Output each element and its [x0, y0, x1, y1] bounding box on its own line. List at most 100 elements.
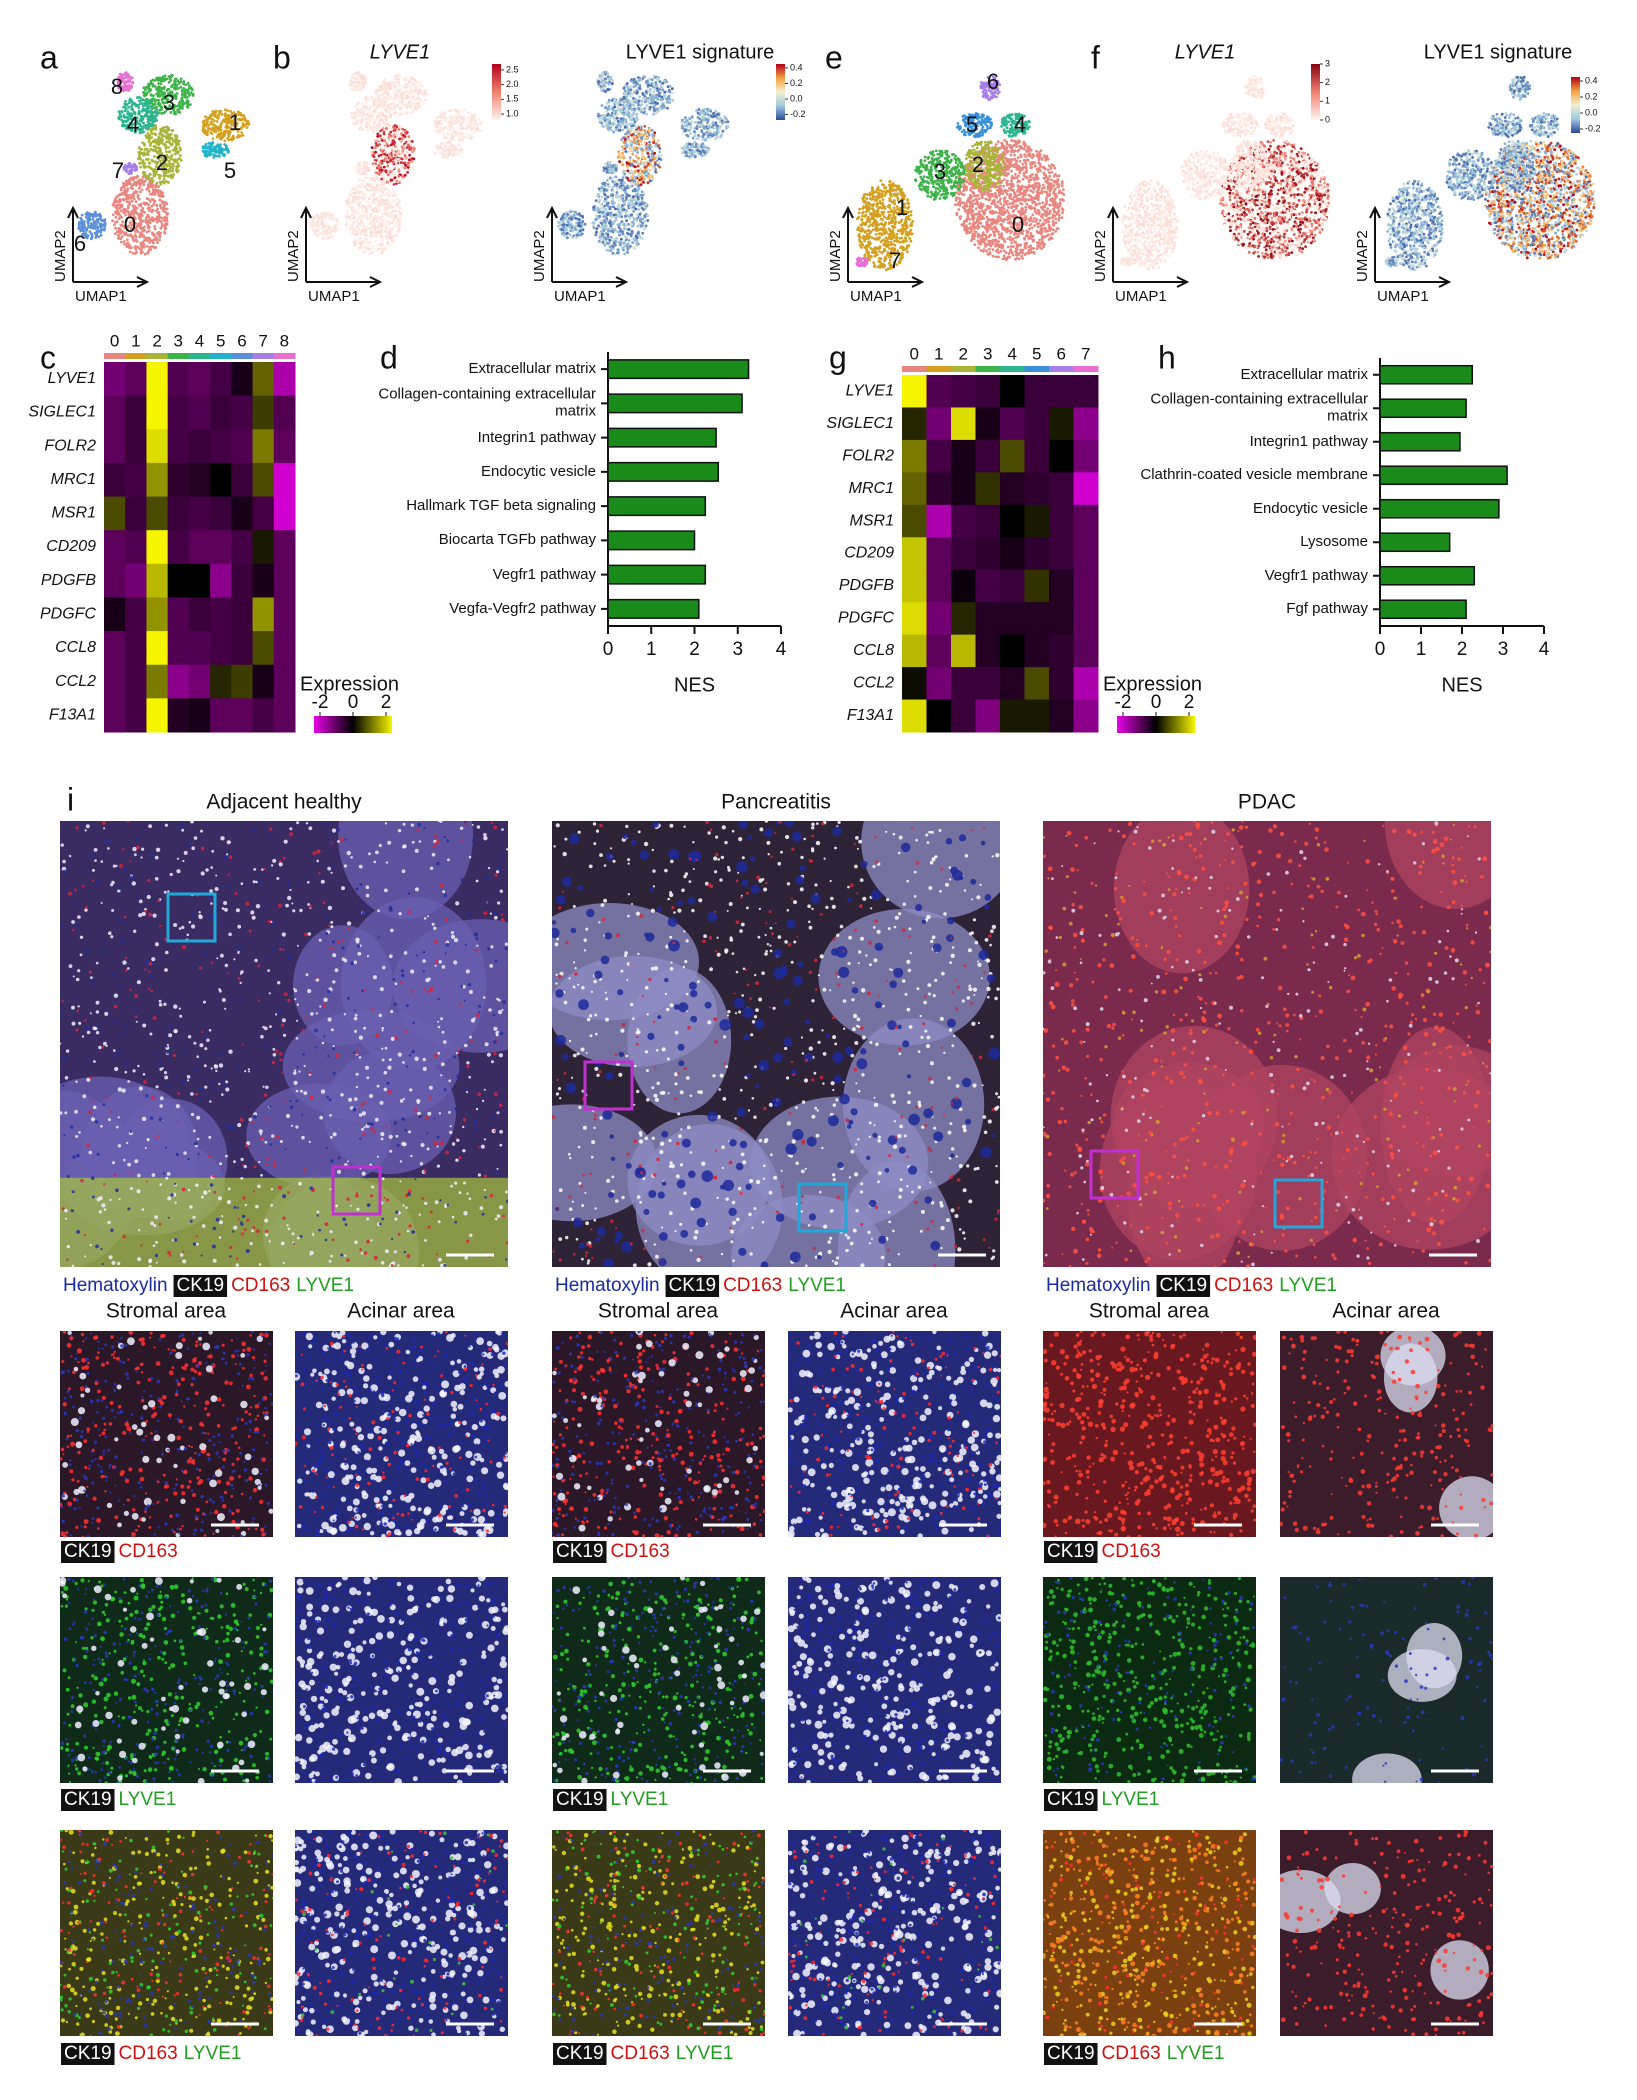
cell-dot	[1028, 218, 1031, 221]
cell-dot	[1062, 188, 1065, 191]
cell-dot	[977, 240, 980, 243]
cell-dot	[992, 157, 995, 160]
cell-dot	[1036, 182, 1039, 185]
cell-dot	[959, 177, 962, 180]
cell-dot	[994, 146, 997, 149]
cell-dot	[114, 221, 117, 224]
cell-dot	[884, 228, 887, 231]
cell-dot	[81, 214, 84, 217]
cell-dot	[1025, 203, 1028, 206]
cell-dot	[129, 183, 132, 186]
cell-dot	[1034, 161, 1037, 164]
cell-dot	[124, 103, 127, 106]
cell-dot	[1017, 139, 1020, 142]
cell-dot	[1021, 166, 1024, 169]
cell-dot	[1039, 169, 1042, 172]
cell-dot	[224, 117, 227, 120]
cell-dot	[216, 136, 219, 139]
cell-dot	[871, 224, 874, 227]
cell-dot	[1049, 187, 1052, 190]
cell-dot	[988, 248, 991, 251]
cell-dot	[1057, 211, 1060, 214]
cell-dot	[1021, 186, 1024, 189]
cell-dot	[152, 111, 155, 114]
cell-dot	[1011, 183, 1014, 186]
cell-dot	[972, 203, 975, 206]
cell-dot	[103, 229, 106, 232]
cell-dot	[877, 202, 880, 205]
cell-dot	[154, 193, 157, 196]
cell-dot	[977, 216, 980, 219]
cluster-label: 2	[156, 150, 168, 175]
cell-dot	[1041, 157, 1044, 160]
cell-dot	[859, 230, 862, 233]
cell-dot	[175, 160, 178, 163]
cell-dot	[97, 229, 100, 232]
cell-dot	[1012, 189, 1015, 192]
cell-dot	[215, 151, 218, 154]
cell-dot	[920, 159, 923, 162]
cell-dot	[1013, 154, 1016, 157]
cell-dot	[963, 225, 966, 228]
cell-dot	[139, 219, 142, 222]
cell-dot	[878, 245, 881, 248]
cell-dot	[1041, 201, 1044, 204]
cell-dot	[864, 214, 867, 217]
cell-dot	[212, 137, 215, 140]
cell-dot	[189, 103, 192, 106]
cell-dot	[226, 137, 229, 140]
cell-dot	[973, 181, 976, 184]
cell-dot	[1043, 206, 1046, 209]
cell-dot	[910, 240, 913, 243]
cell-dot	[144, 124, 147, 127]
cell-dot	[170, 157, 173, 160]
cell-dot	[142, 86, 145, 89]
cell-dot	[133, 183, 136, 186]
cell-dot	[1029, 195, 1032, 198]
cell-dot	[244, 124, 247, 127]
cell-dot	[1001, 143, 1004, 146]
cell-dot	[1009, 165, 1012, 168]
cell-dot	[1033, 224, 1036, 227]
cell-dot	[873, 265, 876, 268]
cell-dot	[141, 188, 144, 191]
cell-dot	[1003, 200, 1006, 203]
cell-dot	[157, 82, 160, 85]
cell-dot	[927, 191, 930, 194]
cell-dot	[150, 94, 153, 97]
cell-dot	[1037, 161, 1040, 164]
cell-dot	[1031, 173, 1034, 176]
cell-dot	[977, 179, 980, 182]
cell-dot	[996, 219, 999, 222]
cell-dot	[89, 230, 92, 233]
cell-dot	[889, 190, 892, 193]
cell-dot	[1038, 245, 1041, 248]
cell-dot	[940, 194, 943, 197]
cell-dot	[209, 153, 212, 156]
cell-dot	[999, 202, 1002, 205]
cell-dot	[939, 185, 942, 188]
cell-dot	[1054, 205, 1057, 208]
cell-dot	[139, 158, 142, 161]
cell-dot	[998, 194, 1001, 197]
cell-dot	[887, 211, 890, 214]
cell-dot	[1026, 232, 1029, 235]
cell-dot	[961, 201, 964, 204]
cell-dot	[993, 185, 996, 188]
cell-dot	[1016, 150, 1019, 153]
cell-dot	[1041, 187, 1044, 190]
cell-dot	[125, 180, 128, 183]
cell-dot	[90, 213, 93, 216]
cell-dot	[941, 154, 944, 157]
cell-dot	[1042, 184, 1045, 187]
panel-letter: f	[1091, 39, 1100, 75]
cell-dot	[100, 234, 103, 237]
cell-dot	[924, 156, 927, 159]
cell-dot	[161, 223, 164, 226]
cell-dot	[857, 235, 860, 238]
cell-dot	[948, 178, 951, 181]
cell-dot	[1052, 232, 1055, 235]
cell-dot	[217, 117, 220, 120]
cell-dot	[141, 116, 144, 119]
